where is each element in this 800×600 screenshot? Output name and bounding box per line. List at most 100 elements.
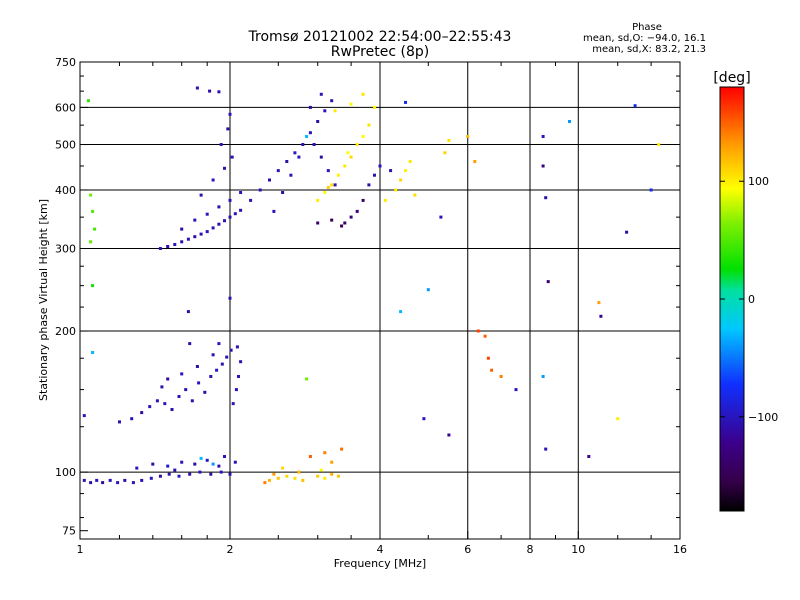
x-axis-label: Frequency [MHz]	[334, 557, 426, 570]
echo-point	[239, 208, 243, 212]
echo-point	[408, 160, 412, 163]
echo-point	[166, 245, 170, 248]
echo-point	[544, 447, 548, 451]
echo-point	[205, 230, 209, 234]
x-tick-label: 6	[464, 543, 471, 556]
echo-point	[225, 355, 229, 359]
echo-point	[223, 455, 226, 458]
echo-point	[483, 334, 487, 338]
echo-point	[91, 351, 95, 354]
echo-point	[219, 143, 223, 146]
echo-point	[499, 375, 503, 378]
echo-point	[373, 105, 376, 109]
x-tick-label: 16	[673, 543, 687, 556]
plot-frame	[79, 61, 681, 540]
echo-point	[195, 86, 199, 90]
echo-point	[305, 377, 309, 381]
echo-point	[116, 481, 120, 485]
echo-point	[220, 362, 224, 366]
plot-grid	[80, 62, 680, 539]
x-tick-label: 8	[527, 543, 534, 556]
echo-point	[293, 476, 297, 480]
chart-subtitle: RwPretec (8p)	[331, 44, 429, 60]
echo-point	[316, 120, 320, 123]
echo-point	[95, 478, 99, 482]
echo-point	[544, 196, 548, 200]
echo-point	[235, 345, 239, 349]
echo-point	[170, 408, 174, 411]
echo-point	[330, 99, 334, 103]
echo-point	[249, 198, 253, 202]
echo-point	[89, 193, 93, 197]
echo-point	[217, 205, 221, 209]
echo-point	[263, 481, 267, 485]
echo-point	[180, 227, 184, 231]
echo-point	[140, 411, 144, 415]
stats-o-mode: mean, sd,O: −94.0, 16.1	[583, 33, 706, 44]
echo-point	[199, 232, 203, 236]
echo-point	[226, 127, 230, 131]
echo-point	[205, 458, 209, 462]
echo-point	[625, 230, 629, 234]
echo-point	[297, 155, 301, 159]
echo-point	[217, 222, 221, 226]
echo-point	[404, 169, 407, 173]
y-tick-label: 400	[55, 184, 76, 197]
echo-point	[228, 296, 232, 300]
colorbar-label: [deg]	[713, 70, 750, 86]
echo-point	[197, 381, 201, 385]
echo-point	[316, 474, 320, 478]
echo-point	[361, 198, 365, 202]
echo-point	[476, 329, 480, 333]
echo-point	[319, 468, 323, 472]
echo-point	[546, 280, 550, 284]
echo-point	[93, 227, 97, 231]
echo-point	[349, 215, 353, 219]
echo-point	[319, 155, 323, 159]
echo-point	[349, 155, 353, 159]
echo-point	[239, 360, 243, 364]
echo-point	[211, 353, 215, 357]
echo-point	[82, 414, 86, 418]
echo-point	[422, 417, 426, 421]
echo-point	[130, 417, 134, 421]
echo-point	[330, 472, 334, 476]
y-axis-label: Stationary phase Virtual Height [km]	[37, 199, 50, 401]
echo-point	[378, 164, 382, 168]
echo-point	[413, 193, 417, 197]
echo-point	[184, 388, 188, 392]
echo-point	[91, 284, 95, 288]
echo-point	[305, 135, 309, 138]
colorbar-ticks: 100 0 −100	[720, 175, 778, 424]
echo-point	[443, 151, 447, 155]
echo-point	[158, 247, 162, 250]
echo-point	[87, 99, 90, 103]
echo-point	[233, 212, 237, 216]
echo-point	[323, 191, 327, 194]
echo-point	[336, 173, 340, 177]
echo-point	[101, 481, 105, 485]
echo-point	[82, 478, 86, 482]
y-axis-ticks: 75 100 200 300 400 500 600 750	[55, 56, 88, 538]
echo-point	[237, 375, 240, 378]
echo-point	[231, 402, 235, 406]
echo-point	[399, 178, 403, 182]
echo-point	[340, 447, 344, 451]
echo-point	[541, 375, 545, 378]
echo-point	[399, 310, 403, 314]
echo-point	[361, 92, 365, 96]
echo-point	[193, 218, 197, 222]
echo-point	[209, 472, 213, 476]
echo-point	[158, 474, 162, 478]
echo-point	[228, 215, 232, 219]
echo-point	[108, 478, 112, 482]
echo-point	[230, 155, 234, 159]
echo-point	[333, 183, 337, 187]
y-tick-label: 100	[55, 466, 76, 479]
echo-point	[180, 372, 184, 376]
x-tick-label: 1	[77, 543, 84, 556]
echo-point	[180, 240, 184, 244]
x-axis-ticks: 1 2 4 6 8 10 16	[77, 531, 687, 556]
echo-point	[223, 166, 226, 170]
echo-point	[319, 92, 323, 96]
